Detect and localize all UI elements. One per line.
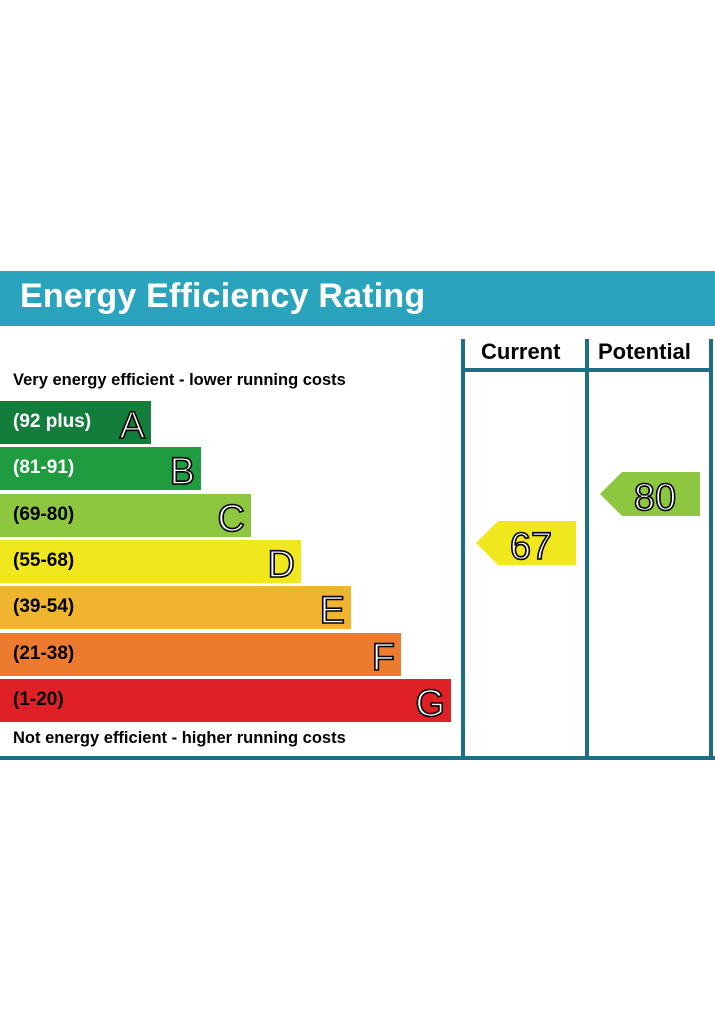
- potential-column-header: Potential: [598, 339, 691, 364]
- band-letter-text: B: [170, 451, 195, 493]
- band-f-letter: F: [371, 636, 396, 680]
- band-c-range: (69-80): [13, 503, 75, 525]
- band-f: (21-38) F: [0, 632, 401, 680]
- band-c: (69-80) C: [0, 493, 251, 541]
- current-rating-value: 67: [510, 526, 552, 568]
- band-d: (55-68) D: [0, 539, 301, 587]
- band-c-letter: C: [217, 497, 246, 541]
- band-a: (92 plus) A: [0, 401, 151, 448]
- potential-rating-shape: [600, 472, 700, 516]
- potential-rating-arrow: 80: [600, 472, 700, 520]
- band-b: (81-91) B: [0, 447, 201, 494]
- band-letter-text: C: [218, 498, 245, 540]
- band-letter-text: D: [268, 544, 295, 586]
- bottom-caption: Not energy efficient - higher running co…: [13, 729, 346, 747]
- band-b-letter: B: [169, 450, 196, 494]
- band-g: (1-20) G: [0, 678, 451, 726]
- band-e-letter: E: [319, 589, 346, 633]
- header-bar: Energy Efficiency Rating: [0, 271, 715, 326]
- band-letter-text: E: [320, 590, 345, 632]
- current-column-header: Current: [481, 339, 561, 364]
- band-e: (39-54) E: [0, 586, 351, 633]
- band-e-range: (39-54): [13, 596, 75, 618]
- band-d-letter: D: [267, 543, 296, 587]
- potential-rating-value: 80: [634, 477, 676, 519]
- band-letter-text: G: [415, 683, 445, 725]
- current-rating-shape: [476, 521, 576, 565]
- current-rating-arrow: 67: [476, 521, 576, 569]
- band-a-letter: A: [119, 404, 147, 448]
- band-b-range: (81-91): [13, 457, 75, 479]
- band-g-range: (1-20): [13, 688, 64, 710]
- band-f-range: (21-38): [13, 642, 75, 664]
- band-letter-text: F: [372, 637, 395, 679]
- chart-title: Energy Efficiency Rating: [20, 277, 426, 315]
- band-d-range: (55-68): [13, 549, 75, 571]
- band-a-range: (92 plus): [13, 411, 92, 432]
- band-g-letter: G: [415, 682, 446, 726]
- band-letter-text: A: [120, 405, 146, 447]
- top-caption: Very energy efficient - lower running co…: [13, 371, 346, 389]
